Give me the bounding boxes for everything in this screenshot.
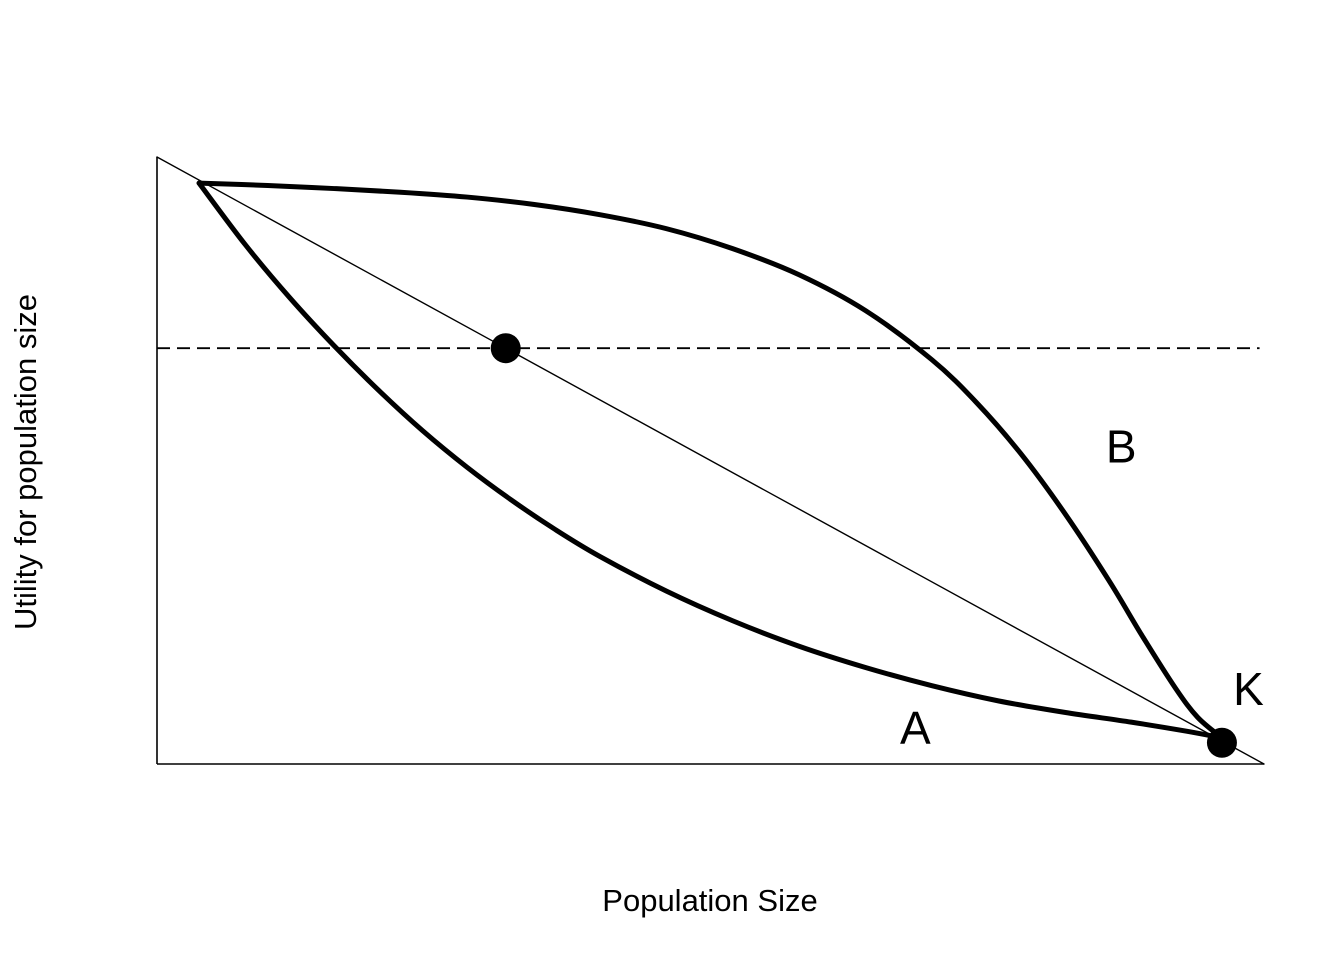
diagonal-line [156, 156, 1265, 765]
points-layer [490, 333, 1237, 758]
axes [156, 157, 1264, 765]
annotation-label-b: B [1106, 420, 1137, 472]
point-k [1206, 727, 1237, 758]
annotation-label-a: A [900, 702, 931, 754]
x-axis-title: Population Size [602, 883, 817, 918]
point-1 [490, 333, 521, 364]
series-layer [156, 156, 1265, 765]
y-axis-title: Utility for population size [8, 294, 43, 630]
annotation-layer: A B K [900, 420, 1264, 754]
annotation-label-k: K [1233, 663, 1264, 715]
curve-a [196, 180, 1225, 741]
curve-b [196, 180, 1225, 741]
